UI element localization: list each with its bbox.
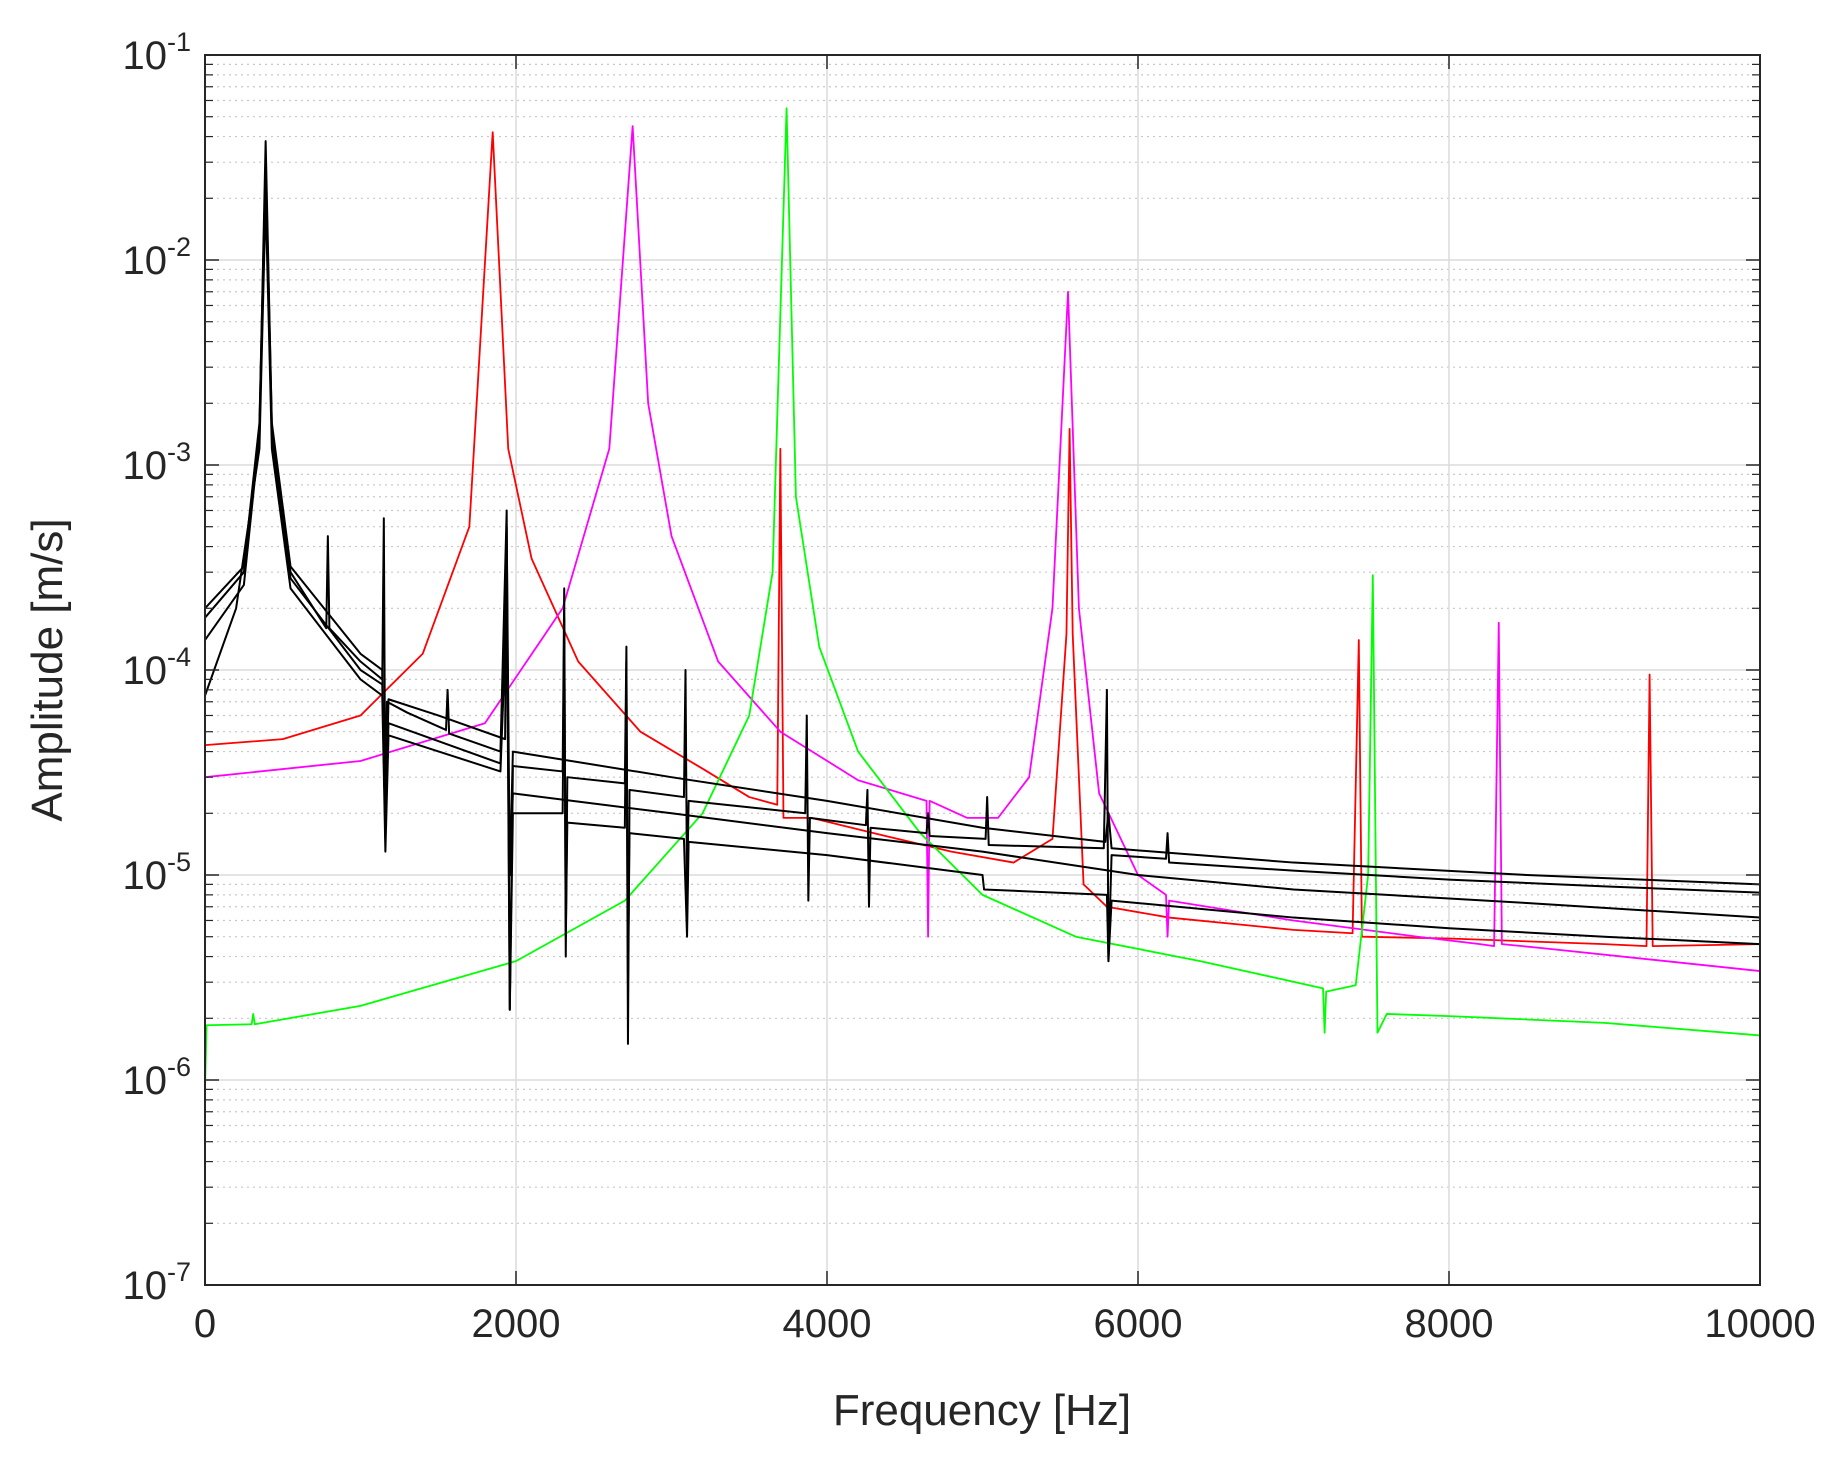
- y-tick-label: 10-5: [122, 847, 191, 898]
- x-tick-label: 10000: [1704, 1302, 1815, 1346]
- series-layer: [204, 107, 1761, 1090]
- x-tick-label: 6000: [1094, 1302, 1183, 1346]
- y-tick-label: 10-1: [122, 27, 191, 78]
- series-line-4: [204, 140, 1761, 1045]
- series-line-6: [204, 177, 1761, 1011]
- x-tick-label: 0: [194, 1302, 216, 1346]
- x-tick-label: 8000: [1405, 1302, 1494, 1346]
- y-tick-label: 10-3: [122, 437, 191, 488]
- minor-grid: [205, 63, 1760, 1224]
- y-tick-label: 10-7: [122, 1257, 191, 1308]
- y-tick-labels: 10-7 10-6 10-5 10-4 10-3 10-2 10-1: [122, 27, 191, 1308]
- tick-marks: [204, 54, 1761, 1286]
- y-axis-label: Amplitude [m/s]: [23, 518, 72, 821]
- y-tick-label: 10-4: [122, 642, 191, 693]
- x-tick-label: 2000: [472, 1302, 561, 1346]
- y-tick-label: 10-2: [122, 232, 191, 283]
- x-tick-labels: 0 2000 4000 6000 8000 10000: [194, 1302, 1816, 1346]
- series-line-2: [204, 125, 1761, 972]
- x-tick-label: 4000: [783, 1302, 872, 1346]
- x-axis-label: Frequency [Hz]: [833, 1386, 1131, 1435]
- series-line-7: [204, 197, 1761, 919]
- y-tick-label: 10-6: [122, 1052, 191, 1103]
